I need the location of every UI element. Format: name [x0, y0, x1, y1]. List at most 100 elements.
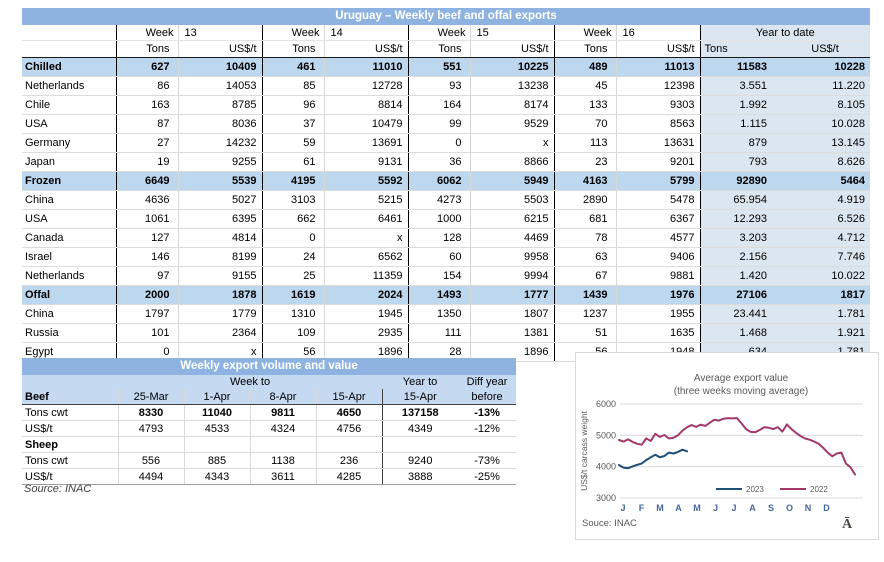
chart-subtitle: (three weeks moving average) [674, 386, 809, 397]
row-label-cell: Russia [22, 323, 116, 343]
value-cell: 8814 [323, 95, 408, 115]
row-label-cell: Japan [22, 152, 116, 172]
value-cell: 9406 [615, 247, 700, 267]
x-tick-label: N [805, 503, 812, 513]
row-label-cell: Netherlands [22, 76, 116, 96]
value-cell: 879 [699, 133, 780, 153]
value-cell: 51 [553, 323, 616, 343]
ytd-usd-header: US$/t [780, 40, 871, 58]
value-cell: 111 [407, 323, 470, 343]
value-cell: 65.954 [699, 190, 780, 210]
value-cell: 1878 [177, 285, 262, 305]
value-cell: 4.712 [780, 228, 871, 248]
value-cell: 4814 [177, 228, 262, 248]
value-cell: 885 [183, 452, 250, 469]
date-header: 8-Apr [249, 389, 316, 405]
row-label-cell: Canada [22, 228, 116, 248]
value-cell: -12% [458, 420, 517, 437]
value-cell: 5215 [323, 190, 408, 210]
value-cell: 86 [115, 76, 178, 96]
value-cell: 0 [407, 133, 470, 153]
value-cell: 4285 [315, 468, 383, 485]
row-label-cell: Chilled [22, 57, 116, 77]
value-cell: 5539 [177, 171, 262, 191]
value-cell: 3.551 [699, 76, 780, 96]
row-label-cell: USA [22, 209, 116, 229]
table-row: US$/t 4494 4343 3611 4285 3888 -25% [22, 468, 517, 485]
value-cell: 4163 [553, 171, 616, 191]
value-cell: 8330 [117, 404, 184, 421]
value-cell: 6367 [615, 209, 700, 229]
value-cell: 96 [261, 95, 324, 115]
value-cell [458, 436, 517, 453]
value-cell: 489 [553, 57, 616, 77]
table-row: Canada 127 4814 0 x 128 4469 78 4577 3.203 4.712 [22, 228, 871, 248]
value-cell: 11359 [323, 266, 408, 286]
year-to-date-header: 15-Apr [381, 389, 459, 405]
table-row: Sheep [22, 436, 517, 453]
row-label-cell: Tons cwt [22, 404, 118, 421]
value-cell: 4533 [183, 420, 250, 437]
value-cell: 8563 [615, 114, 700, 134]
diff-year-header: Diff year [458, 375, 517, 389]
value-cell: 164 [407, 95, 470, 115]
value-cell: 109 [261, 323, 324, 343]
row-label-cell: China [22, 190, 116, 210]
value-cell: 1350 [407, 304, 470, 324]
value-cell: 793 [699, 152, 780, 172]
value-cell: 154 [407, 266, 470, 286]
value-cell: 9529 [469, 114, 554, 134]
value-cell: 1777 [469, 285, 554, 305]
date-header: 1-Apr [183, 389, 250, 405]
value-cell: 1310 [261, 304, 324, 324]
value-cell: 25 [261, 266, 324, 286]
value-cell: 28 [407, 342, 470, 362]
value-cell [249, 436, 316, 453]
value-cell: 14232 [177, 133, 262, 153]
value-cell: 9155 [177, 266, 262, 286]
value-cell: 6461 [323, 209, 408, 229]
y-tick-label: 4000 [596, 462, 616, 472]
value-cell: 461 [261, 57, 324, 77]
value-cell: 13691 [323, 133, 408, 153]
value-cell: 13238 [469, 76, 554, 96]
value-cell: 85 [261, 76, 324, 96]
value-cell: 23.441 [699, 304, 780, 324]
legend-2023-label: 2023 [746, 485, 764, 494]
week-number: 13 [177, 25, 262, 41]
table-row: Netherlands 86 14053 85 12728 93 13238 45 12398 3… [22, 76, 871, 96]
value-cell: 2024 [323, 285, 408, 305]
week-label: Week [261, 25, 324, 41]
row-label-cell: US$/t [22, 420, 118, 437]
value-cell: 5027 [177, 190, 262, 210]
value-cell: 1138 [249, 452, 316, 469]
value-cell: 6649 [115, 171, 178, 191]
value-cell: 12728 [323, 76, 408, 96]
value-cell: 97 [115, 266, 178, 286]
value-cell: 236 [315, 452, 383, 469]
value-cell: 4.919 [780, 190, 871, 210]
value-cell: 7.746 [780, 247, 871, 267]
table-row: Tons cwt 556 885 1138 236 9240 -73% [22, 452, 517, 469]
table-row: Netherlands 97 9155 25 11359 154 9994 67 9881 1.4… [22, 266, 871, 286]
value-cell: 9303 [615, 95, 700, 115]
value-cell: 10479 [323, 114, 408, 134]
x-tick-label: F [639, 503, 645, 513]
value-cell: 9811 [249, 404, 316, 421]
x-tick-label: O [786, 503, 793, 513]
section-row: Chilled 627 10409 461 11010 551 10225 489 11013 1… [22, 57, 871, 77]
table-row: Tons cwt 8330 11040 9811 4650 137158 -13% [22, 404, 517, 421]
value-cell: 3888 [381, 468, 459, 485]
value-cell: 36 [407, 152, 470, 172]
value-cell: 5478 [615, 190, 700, 210]
value-cell: 27106 [699, 285, 780, 305]
x-tick-label: M [693, 503, 701, 513]
chart-canvas: Average export value (three weeks moving … [579, 373, 863, 532]
tons-header: Tons [553, 40, 616, 58]
value-cell: 5799 [615, 171, 700, 191]
table-row: China 4636 5027 3103 5215 4273 5503 2890 5478 65.… [22, 190, 871, 210]
value-cell: 0 [261, 228, 324, 248]
tons-header: Tons [407, 40, 470, 58]
chart-source: Souce: INAC [582, 518, 637, 529]
corner-cell [22, 40, 116, 58]
